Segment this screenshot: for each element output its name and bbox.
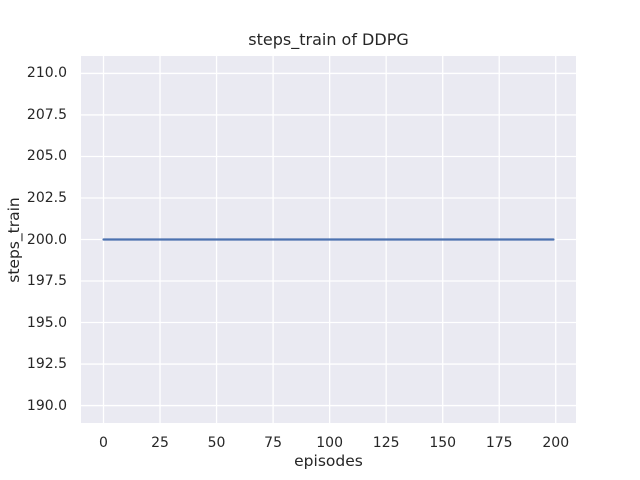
x-tick-label: 0	[99, 435, 108, 451]
x-axis-label: episodes	[294, 452, 363, 470]
plot-area	[81, 56, 576, 423]
x-tick-label: 150	[429, 435, 457, 451]
y-tick-label: 197.5	[26, 273, 67, 290]
y-tick-label: 210.0	[26, 65, 67, 82]
y-tick-label: 205.0	[26, 148, 67, 165]
y-tick-label: 207.5	[26, 106, 67, 123]
y-tick-label: 200.0	[26, 231, 67, 248]
x-tick-label: 100	[316, 435, 343, 451]
y-tick-label: 192.5	[26, 356, 67, 373]
x-tick-label: 25	[151, 435, 169, 451]
x-tick-label: 200	[542, 435, 570, 451]
plot-canvas	[81, 56, 576, 423]
y-tick-label: 195.0	[26, 314, 67, 331]
x-tick-label: 175	[485, 435, 513, 451]
x-tick-label: 50	[207, 435, 226, 451]
x-tick-label: 75	[264, 435, 283, 451]
chart-title: steps_train of DDPG	[248, 30, 409, 49]
y-tick-label: 202.5	[26, 189, 67, 206]
x-tick-label: 125	[372, 435, 400, 451]
y-tick-label: 190.0	[26, 397, 67, 414]
